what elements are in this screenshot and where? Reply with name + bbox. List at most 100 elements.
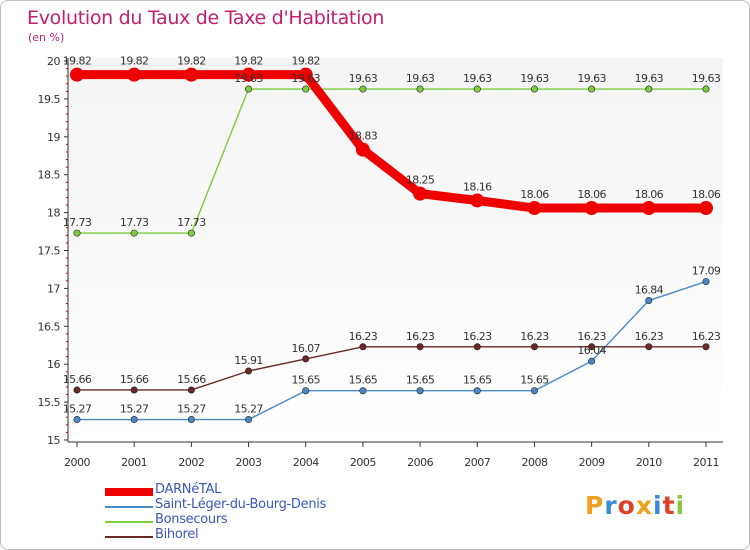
x-tick-label: 2001: [121, 456, 147, 469]
data-point: [530, 387, 538, 395]
data-label: 17.73: [63, 216, 92, 229]
data-point: [302, 85, 310, 93]
logo-letter: r: [604, 491, 618, 520]
data-label: 18.83: [349, 130, 378, 143]
x-tick-label: 2008: [521, 456, 547, 469]
legend-label: Saint-Léger-du-Bourg-Denis: [155, 497, 327, 512]
y-tick-label: 18: [47, 207, 60, 220]
chart-subtitle: (en %): [28, 31, 65, 44]
data-label: 19.63: [577, 72, 606, 85]
data-point: [245, 416, 253, 424]
data-label: 15.66: [177, 373, 206, 386]
data-label: 19.63: [349, 72, 378, 85]
data-point: [187, 416, 195, 424]
data-label: 15.65: [291, 374, 320, 387]
y-tick-label: 15.5: [38, 396, 61, 409]
data-label: 19.82: [120, 55, 149, 68]
data-label: 19.63: [234, 72, 263, 85]
data-label: 16.23: [349, 330, 378, 343]
legend-label: Bonsecours: [155, 512, 228, 527]
data-point: [187, 386, 195, 394]
data-point: [127, 67, 142, 82]
data-point: [70, 67, 84, 82]
data-point: [588, 357, 596, 365]
y-tick-label: 17.5: [38, 245, 61, 258]
data-point: [530, 343, 538, 351]
proxiti-logo: Proxiti: [585, 491, 685, 520]
data-label: 19.82: [63, 55, 92, 68]
x-tick-label: 2007: [464, 456, 490, 469]
x-tick-label: 2002: [178, 456, 204, 469]
data-point: [245, 85, 253, 93]
logo-letter: x: [635, 491, 653, 520]
y-tick-label: 19: [47, 131, 60, 144]
data-point: [645, 85, 653, 93]
data-label: 17.73: [177, 216, 206, 229]
data-point: [130, 386, 138, 394]
x-tick-label: 2004: [293, 456, 319, 469]
x-tick-label: 2009: [579, 456, 605, 469]
data-point: [359, 343, 367, 351]
data-label: 15.66: [120, 373, 149, 386]
data-point: [470, 193, 485, 208]
data-label: 15.65: [520, 374, 549, 387]
data-point: [245, 367, 253, 375]
data-label: 16.23: [406, 330, 435, 343]
data-label: 16.23: [463, 330, 492, 343]
data-label: 18.25: [406, 174, 435, 187]
legend-swatch: [105, 521, 153, 523]
data-label: 18.06: [692, 188, 721, 201]
data-point: [584, 201, 599, 216]
data-label: 17.09: [692, 265, 721, 278]
legend-swatch: [105, 506, 153, 508]
series-line: [76, 280, 707, 421]
y-tick-label: 19.5: [38, 93, 61, 106]
data-label: 15.27: [234, 403, 263, 416]
data-label: 16.23: [577, 330, 606, 343]
data-point: [184, 67, 199, 82]
data-point: [187, 229, 195, 237]
data-label: 18.06: [635, 188, 664, 201]
data-label: 15.65: [349, 374, 378, 387]
data-point: [473, 343, 481, 351]
data-label: 15.65: [406, 374, 435, 387]
chart-title: Evolution du Taux de Taxe d'Habitation: [27, 7, 385, 29]
data-point: [359, 85, 367, 93]
x-tick-label: 2005: [350, 456, 376, 469]
data-label: 19.63: [692, 72, 721, 85]
data-point: [130, 416, 138, 424]
data-point: [416, 343, 424, 351]
data-label: 19.82: [234, 55, 263, 68]
data-point: [527, 201, 542, 216]
data-point: [302, 387, 310, 395]
data-point: [355, 142, 370, 157]
data-label: 19.82: [177, 55, 206, 68]
data-point: [702, 278, 710, 286]
data-label: 19.63: [406, 72, 435, 85]
data-label: 15.65: [463, 374, 492, 387]
data-label: 16.04: [577, 344, 606, 357]
y-tick-label: 15: [47, 434, 60, 447]
data-point: [530, 85, 538, 93]
series-line: [72, 70, 711, 213]
legend-label: DARNéTAL: [155, 482, 222, 497]
data-label: 19.63: [520, 72, 549, 85]
logo-letter: i: [653, 491, 663, 520]
data-label: 16.23: [635, 330, 664, 343]
data-point: [702, 85, 710, 93]
x-tick-label: 2000: [64, 456, 90, 469]
data-label: 19.82: [291, 55, 320, 68]
data-point: [645, 343, 653, 351]
data-point: [641, 201, 656, 216]
data-label: 16.23: [692, 330, 721, 343]
data-point: [298, 67, 313, 82]
data-label: 15.27: [177, 403, 206, 416]
data-point: [473, 387, 481, 395]
data-point: [73, 386, 81, 394]
data-label: 15.91: [234, 354, 263, 367]
x-tick-label: 2010: [636, 456, 662, 469]
legend-label: Bihorel: [155, 527, 199, 542]
data-point: [645, 297, 653, 305]
data-point: [588, 343, 596, 351]
